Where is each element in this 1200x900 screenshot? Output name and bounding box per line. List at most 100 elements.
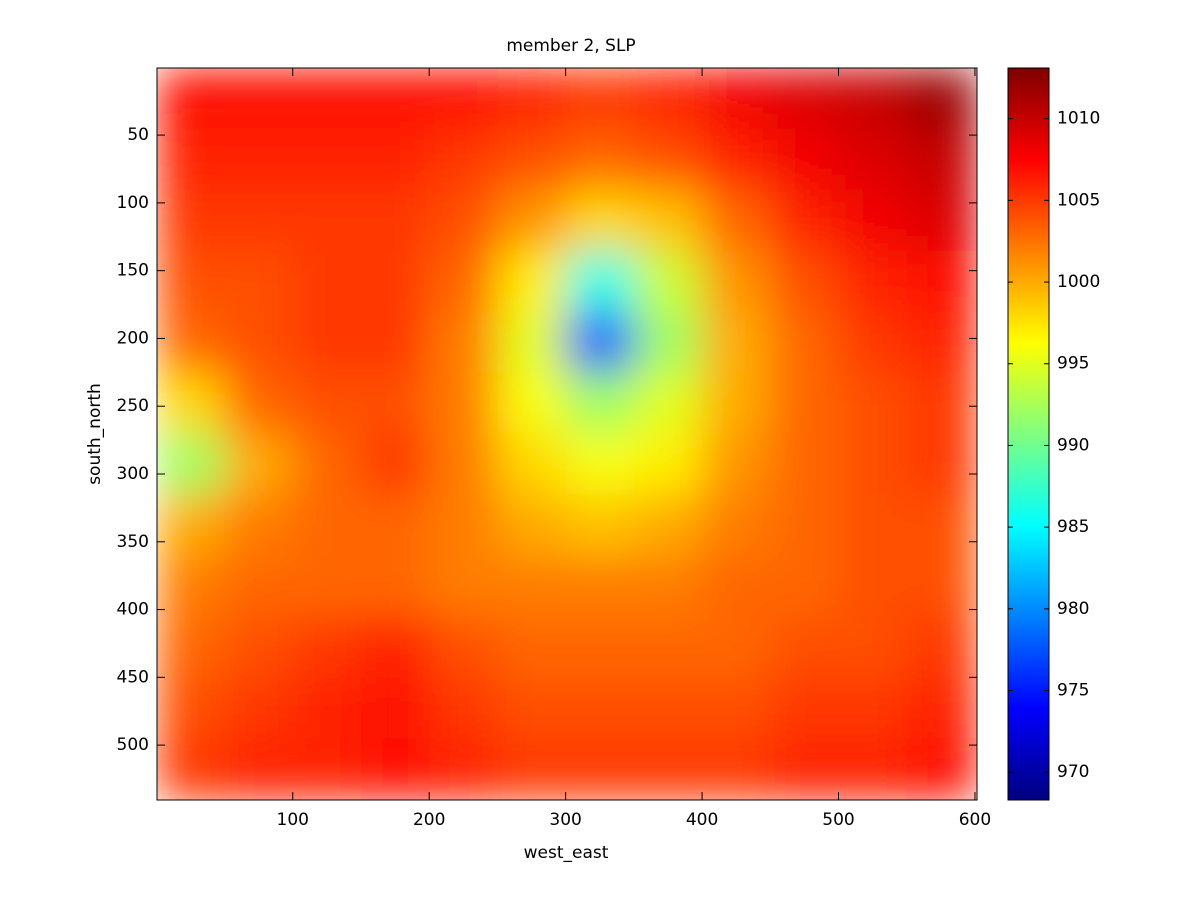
heatmap-cell <box>429 555 498 617</box>
heatmap-cell <box>702 68 771 129</box>
heatmap-cell <box>633 189 703 251</box>
heatmap-cell <box>565 250 635 312</box>
heatmap-cell <box>633 738 703 800</box>
y-tick-label: 450 <box>117 667 149 687</box>
heatmap-cell <box>906 433 977 495</box>
heatmap-cell <box>360 372 430 434</box>
heatmap-cell <box>838 189 908 251</box>
heatmap-cell <box>429 68 498 129</box>
heatmap-cell <box>157 189 226 251</box>
heatmap-cell <box>838 555 908 617</box>
x-tick-label: 600 <box>959 810 991 830</box>
heatmap-cell <box>633 311 703 373</box>
heatmap-cell <box>497 555 567 617</box>
heatmap-cell <box>157 738 226 800</box>
heatmap-cell <box>292 738 362 800</box>
heatmap-cell <box>292 189 362 251</box>
y-tick-label: 100 <box>117 193 149 213</box>
heatmap-cell <box>224 311 294 373</box>
heatmap-cell <box>770 433 840 495</box>
heatmap-cell <box>360 677 430 739</box>
heatmap-cell <box>838 494 908 556</box>
heatmap-cell <box>906 677 977 739</box>
heatmap-cell <box>157 555 226 617</box>
heatmap-cell <box>565 128 635 190</box>
heatmap-cell <box>292 494 362 556</box>
heatmap-cell <box>157 311 226 373</box>
x-tick-label: 200 <box>413 810 445 830</box>
chart-title: member 2, SLP <box>506 36 635 56</box>
heatmap-cell <box>157 372 226 434</box>
heatmap-cell <box>633 677 703 739</box>
heatmap-cell <box>497 189 567 251</box>
heatmap-cell <box>565 189 635 251</box>
x-tick-label: 400 <box>686 810 718 830</box>
heatmap-cell <box>497 616 567 678</box>
heatmap-cell <box>702 555 771 617</box>
heatmap-cell <box>292 555 362 617</box>
heatmap-cell <box>497 677 567 739</box>
heatmap-cell <box>702 494 771 556</box>
heatmap-cell <box>770 128 840 190</box>
heatmap-cell <box>429 311 498 373</box>
y-tick-label: 500 <box>117 735 149 755</box>
heatmap-cell <box>633 250 703 312</box>
heatmap-cell <box>157 68 226 129</box>
heatmap-cell <box>292 433 362 495</box>
heatmap-cell <box>497 128 567 190</box>
heatmap-cell <box>224 128 294 190</box>
heatmap-cell <box>770 555 840 617</box>
colorbar-tick-label: 985 <box>1057 517 1089 537</box>
heatmap-cell <box>429 189 498 251</box>
heatmap-cell <box>770 250 840 312</box>
colorbar-tick-label: 995 <box>1057 354 1089 374</box>
heatmap-cell <box>429 616 498 678</box>
heatmap-cell <box>906 68 977 129</box>
heatmap-cell <box>770 311 840 373</box>
heatmap-cell <box>292 128 362 190</box>
y-tick-label: 200 <box>117 328 149 348</box>
heatmap-cell <box>702 433 771 495</box>
y-tick-label: 350 <box>117 532 149 552</box>
heatmap-cell <box>702 311 771 373</box>
x-tick-label: 500 <box>822 810 854 830</box>
x-axis-label: west_east <box>524 843 609 863</box>
heatmap-cell <box>360 616 430 678</box>
heatmap-cell <box>906 311 977 373</box>
heatmap-cell <box>702 738 771 800</box>
heatmap-cell <box>906 189 977 251</box>
heatmap-cell <box>157 128 226 190</box>
heatmap-cell <box>429 494 498 556</box>
heatmap-cell <box>497 68 567 129</box>
heatmap-cell <box>224 738 294 800</box>
heatmap-cell <box>633 68 703 129</box>
heatmap-cell <box>565 311 635 373</box>
colorbar-tick-label: 970 <box>1057 762 1089 782</box>
heatmap-cell <box>360 311 430 373</box>
y-tick-label: 250 <box>117 396 149 416</box>
heatmap-cell <box>360 555 430 617</box>
heatmap-cell <box>157 616 226 678</box>
heatmap-cell <box>702 372 771 434</box>
heatmap-cell <box>497 250 567 312</box>
heatmap-cell <box>838 738 908 800</box>
heatmap-cell <box>360 68 430 129</box>
heatmap-cell <box>770 494 840 556</box>
heatmap-cell <box>838 250 908 312</box>
colorbar-tick-label: 980 <box>1057 599 1089 619</box>
heatmap-cell <box>565 555 635 617</box>
heatmap-cell <box>360 250 430 312</box>
heatmap-cell <box>429 677 498 739</box>
y-axis-label: south_north <box>85 383 105 485</box>
colorbar <box>1007 67 1050 801</box>
heatmap-cell <box>565 677 635 739</box>
heatmap-cell <box>906 494 977 556</box>
heatmap-cell <box>224 616 294 678</box>
heatmap-cell <box>224 555 294 617</box>
heatmap-cell <box>906 128 977 190</box>
heatmap-cell <box>224 68 294 129</box>
heatmap-cell <box>429 433 498 495</box>
heatmap-cell <box>429 250 498 312</box>
heatmap-cell <box>838 128 908 190</box>
heatmap-cell <box>633 433 703 495</box>
